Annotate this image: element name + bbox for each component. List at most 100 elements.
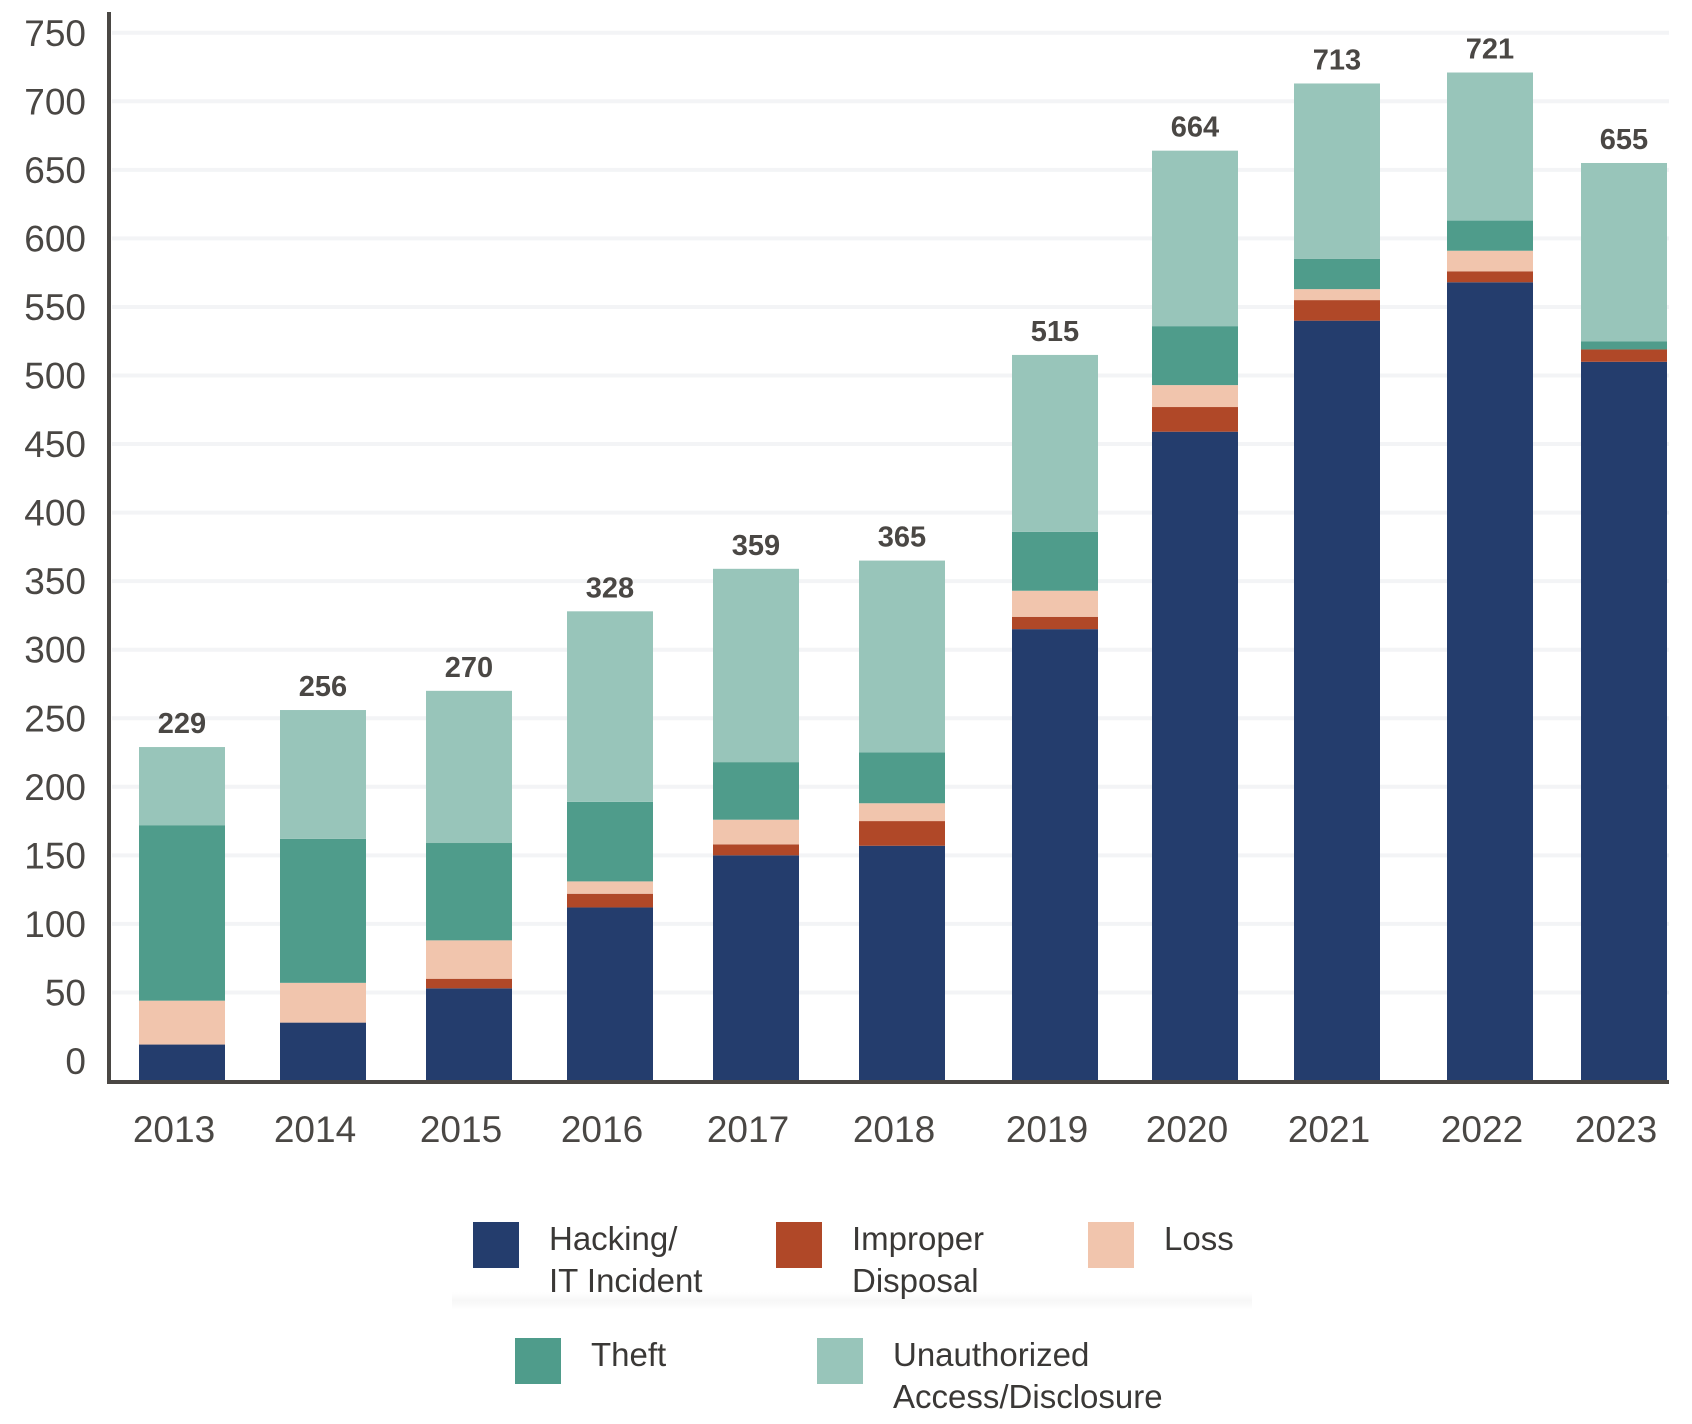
bar-segment-theft (1152, 326, 1238, 386)
bar-segment-theft (1294, 258, 1380, 290)
bar-segment-loss (139, 1000, 225, 1045)
bar-segment-improper (1581, 349, 1667, 362)
legend-item-loss: Loss (1088, 1218, 1234, 1268)
bar-segment-hacking (1447, 282, 1533, 1083)
bar-segment-improper (1012, 616, 1098, 630)
y-tick-label: 750 (24, 13, 86, 54)
bar-segment-unauthorized (280, 710, 366, 839)
x-tick-label: 2023 (1575, 1109, 1657, 1150)
total-label: 721 (1466, 34, 1514, 66)
bar-segment-theft (1447, 220, 1533, 251)
total-label: 359 (732, 530, 780, 562)
bar-stack-2023 (1581, 162, 1667, 1082)
bar-segment-theft (426, 843, 512, 941)
bar-segment-unauthorized (1581, 162, 1667, 342)
bar-segment-unauthorized (859, 560, 945, 753)
total-label: 270 (445, 652, 493, 684)
bar-segment-hacking (426, 988, 512, 1082)
bars (139, 72, 1667, 1083)
legend-label-improper-disposal: Improper Disposal (852, 1220, 985, 1299)
y-tick-label: 150 (24, 835, 86, 876)
legend-label-hacking: Hacking/ IT Incident (549, 1220, 703, 1299)
legend-swatch-hacking (473, 1222, 519, 1268)
bar-segment-improper (567, 893, 653, 908)
bar-segment-theft (859, 752, 945, 804)
x-tick-label: 2018 (853, 1109, 935, 1150)
y-axis-tick-labels: 0 50 100 150 200 250 300 350 400 450 500 550 600 650 7… (24, 13, 86, 1082)
total-label: 256 (299, 671, 347, 703)
bar-segment-loss (426, 940, 512, 979)
bar-segment-unauthorized (139, 747, 225, 826)
bar-segment-loss (1012, 590, 1098, 617)
x-tick-label: 2020 (1146, 1109, 1228, 1150)
legend-label-theft: Theft (591, 1336, 667, 1373)
bar-segment-unauthorized (1294, 83, 1380, 259)
total-label: 229 (158, 708, 206, 740)
bar-segment-improper (1447, 271, 1533, 283)
x-tick-label: 2015 (420, 1109, 502, 1150)
bar-segment-theft (713, 762, 799, 820)
total-label: 515 (1031, 316, 1079, 348)
legend-swatch-theft (515, 1338, 561, 1384)
total-label: 655 (1600, 124, 1648, 156)
y-tick-label: 500 (24, 356, 86, 397)
y-tick-label: 250 (24, 698, 86, 739)
bar-segment-loss (1447, 250, 1533, 272)
bar-stack-2020 (1152, 150, 1238, 1082)
bar-segment-hacking (713, 855, 799, 1082)
bar-segment-unauthorized (1152, 150, 1238, 327)
x-tick-label: 2014 (274, 1109, 356, 1150)
legend-item-theft: Theft (515, 1334, 666, 1384)
bar-segment-loss (859, 803, 945, 822)
bar-segment-loss (1294, 289, 1380, 301)
bar-segment-hacking (859, 845, 945, 1082)
bar-stack-2022 (1447, 72, 1533, 1083)
y-tick-label: 0 (65, 1041, 86, 1082)
legend-item-hacking: Hacking/ IT Incident (473, 1218, 702, 1302)
y-tick-label: 550 (24, 287, 86, 328)
bar-segment-theft (139, 825, 225, 1001)
y-tick-label: 350 (24, 561, 86, 602)
bar-segment-theft (1012, 531, 1098, 591)
bar-stack-2016 (567, 611, 653, 1082)
bar-segment-hacking (1152, 431, 1238, 1082)
bar-segment-loss (280, 982, 366, 1023)
bar-segment-improper (713, 844, 799, 856)
bar-stack-2017 (713, 568, 799, 1082)
bar-segment-hacking (1581, 361, 1667, 1082)
y-tick-label: 300 (24, 630, 86, 671)
bar-segment-hacking (280, 1022, 366, 1082)
legend-item-unauthorized-access: Unauthorized Access/Disclosure (817, 1334, 1163, 1418)
bar-segment-hacking (1294, 320, 1380, 1082)
x-tick-label: 2016 (561, 1109, 643, 1150)
total-label: 328 (586, 572, 634, 604)
bar-segment-improper (1152, 407, 1238, 432)
bar-segment-unauthorized (713, 568, 799, 763)
total-labels: 229 256 270 328 359 365 515 664 713 721 655 (158, 34, 1648, 741)
bar-segment-hacking (1012, 629, 1098, 1082)
x-tick-label: 2017 (707, 1109, 789, 1150)
x-tick-label: 2021 (1288, 1109, 1370, 1150)
total-label: 713 (1313, 44, 1361, 76)
bar-segment-theft (1581, 341, 1667, 350)
legend-label-loss: Loss (1164, 1220, 1234, 1257)
x-axis-tick-labels: 2013 2014 2015 2016 2017 2018 2019 2020 2021 2022… (133, 1109, 1657, 1150)
x-tick-label: 2022 (1441, 1109, 1523, 1150)
bar-segment-hacking (567, 907, 653, 1082)
y-tick-label: 100 (24, 904, 86, 945)
y-tick-label: 50 (45, 972, 86, 1013)
bar-stack-2019 (1012, 354, 1098, 1082)
y-tick-label: 650 (24, 150, 86, 191)
bar-segment-improper (859, 821, 945, 846)
bar-segment-hacking (139, 1044, 225, 1082)
bar-segment-unauthorized (1447, 72, 1533, 221)
y-tick-label: 200 (24, 767, 86, 808)
bar-segment-loss (713, 819, 799, 845)
bar-stack-2021 (1294, 83, 1380, 1082)
legend-label-unauthorized-access: Unauthorized Access/Disclosure (893, 1336, 1163, 1415)
legend-swatch-loss (1088, 1222, 1134, 1268)
bar-segment-unauthorized (426, 690, 512, 844)
bar-stack-2014 (280, 710, 366, 1082)
y-tick-label: 600 (24, 218, 86, 259)
